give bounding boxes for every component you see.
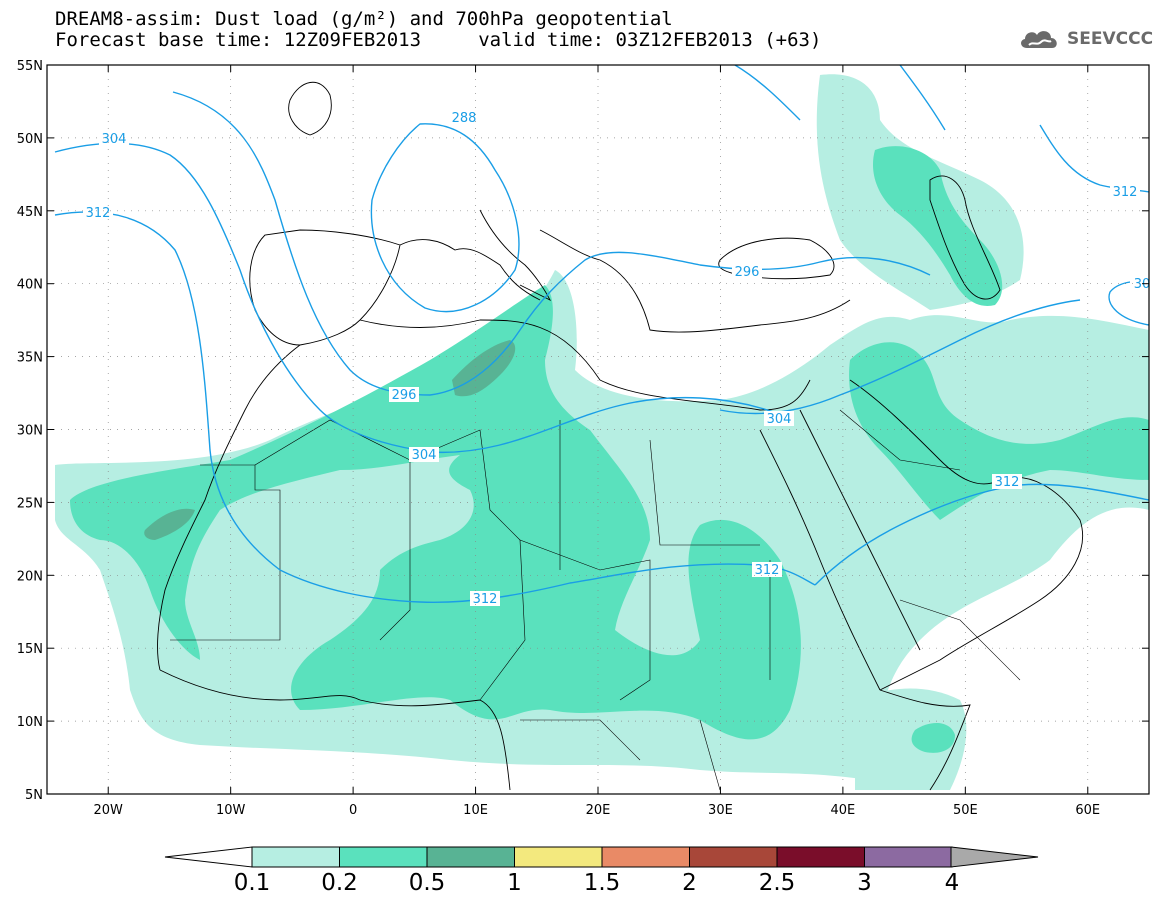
lat-label: 15N [17, 642, 43, 657]
lon-label: 40E [831, 803, 856, 818]
lon-label: 20E [586, 803, 611, 818]
title-line-2: Forecast base time: 12Z09FEB2013 valid t… [55, 29, 822, 51]
lat-label: 45N [17, 205, 43, 220]
contour-296-west [172, 91, 931, 396]
contour-label: 296 [392, 388, 417, 403]
dust-level-0.1-horn [855, 688, 967, 790]
colorbar-label: 4 [944, 870, 960, 896]
lat-label: 25N [17, 496, 43, 511]
title-line-1: DREAM8-assim: Dust load (g/m²) and 700hP… [55, 8, 673, 30]
contour-ne-short [899, 65, 946, 131]
lat-label: 30N [17, 424, 43, 439]
dust-level-0.5-westsahara [144, 508, 195, 540]
contour-288 [370, 123, 520, 313]
colorbar-label: 1.5 [583, 870, 621, 896]
colorbar-cell [776, 846, 865, 868]
colorbar-label: 0.1 [233, 870, 271, 896]
colorbar-label: 1 [507, 870, 522, 896]
colorbar-cell [251, 846, 340, 868]
contour-312-ne [1039, 124, 1149, 193]
contour-304-west [54, 142, 791, 454]
lat-label: 20N [17, 569, 43, 584]
contour-label: 312 [473, 592, 498, 607]
lon-label: 10E [463, 803, 488, 818]
colorbar-cell [339, 846, 428, 868]
cloud-icon [1021, 31, 1057, 48]
lat-label: 55N [17, 59, 43, 74]
lat-label: 10N [17, 715, 43, 730]
colorbar-label: 2.5 [758, 870, 796, 896]
colorbar-cell [864, 846, 953, 868]
lon-label: 20W [94, 803, 124, 818]
colorbar [164, 846, 1039, 868]
dust-level-0.2-arabia [849, 342, 1149, 520]
colorbar-cell [514, 846, 603, 868]
contour-labels: 304 312 288 296 296 304 304 312 312 312 … [83, 110, 1150, 607]
lat-label: 35N [17, 351, 43, 366]
lat-label: 50N [17, 132, 43, 147]
colorbar-label: 2 [682, 870, 697, 896]
lon-label: 60E [1075, 803, 1100, 818]
contour-label: 288 [452, 111, 477, 126]
lat-label: 40N [17, 278, 43, 293]
colorbar-cell [689, 846, 778, 868]
colorbar-cell [601, 846, 690, 868]
borders [170, 409, 1021, 791]
contour-312-west [54, 211, 816, 603]
colorbar-min-arrow [164, 846, 253, 868]
lon-label: 30E [708, 803, 733, 818]
contour-label: 296 [735, 265, 760, 280]
contour-label: 304 [412, 448, 437, 463]
coastlines [157, 81, 1084, 791]
colorbar-cell [426, 846, 515, 868]
contour-label: 312 [755, 563, 780, 578]
contour-label: 312 [995, 475, 1020, 490]
contour-label: 312 [1113, 185, 1138, 200]
dust-shading [55, 74, 1149, 790]
graticule [47, 64, 1149, 795]
lat-label: 5N [25, 788, 43, 803]
latitude-labels: 55N 50N 45N 40N 35N 30N 25N 20N 15N 10N 5N [17, 59, 43, 803]
contour-label: 304 [102, 132, 127, 147]
logo-text: SEEVCCC [1067, 29, 1154, 49]
dust-level-0.2 [70, 285, 801, 740]
geopotential-contours [54, 65, 1149, 603]
seevccc-logo: SEEVCCC [1017, 26, 1153, 52]
contour-312-east [814, 483, 1149, 586]
lon-label: 10W [216, 803, 246, 818]
contour-296-n [734, 65, 801, 121]
contour-label: 30 [1134, 277, 1151, 292]
dust-level-0.2-somalia [911, 723, 955, 753]
colorbar-label: 3 [857, 870, 872, 896]
colorbar-label: 0.5 [408, 870, 446, 896]
longitude-labels: 20W 10W 0 10E 20E 30E 40E 50E 60E [94, 803, 1101, 818]
colorbar-label: 0.2 [321, 870, 358, 896]
dust-level-0.2-caspian [872, 146, 1003, 306]
colorbar-max-arrow [950, 846, 1039, 868]
contour-label: 312 [86, 206, 111, 221]
lon-label: 0 [349, 803, 357, 818]
contour-label: 304 [767, 412, 792, 427]
lon-label: 50E [953, 803, 978, 818]
